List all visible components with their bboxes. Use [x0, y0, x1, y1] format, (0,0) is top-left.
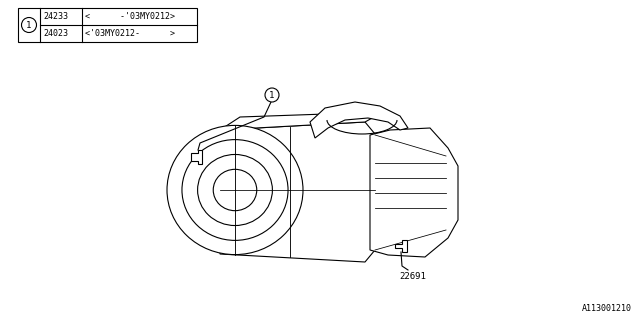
Text: <'03MY0212-      >: <'03MY0212- > — [85, 29, 175, 38]
Polygon shape — [370, 128, 458, 257]
Text: 24233: 24233 — [43, 12, 68, 21]
Circle shape — [22, 18, 36, 33]
Text: 1: 1 — [269, 91, 275, 100]
Ellipse shape — [213, 169, 257, 211]
Text: 24023: 24023 — [43, 29, 68, 38]
Bar — [18, 8, 197, 42]
Text: <      -'03MY0212>: < -'03MY0212> — [85, 12, 175, 21]
Polygon shape — [220, 122, 375, 262]
Ellipse shape — [167, 125, 303, 255]
Polygon shape — [310, 102, 408, 138]
Circle shape — [265, 88, 279, 102]
Polygon shape — [191, 150, 202, 164]
Ellipse shape — [182, 140, 288, 240]
Ellipse shape — [198, 155, 273, 226]
Text: 1: 1 — [26, 20, 32, 29]
Polygon shape — [220, 112, 383, 130]
Polygon shape — [395, 240, 407, 252]
Text: 22691: 22691 — [399, 272, 426, 281]
Text: A113001210: A113001210 — [582, 304, 632, 313]
